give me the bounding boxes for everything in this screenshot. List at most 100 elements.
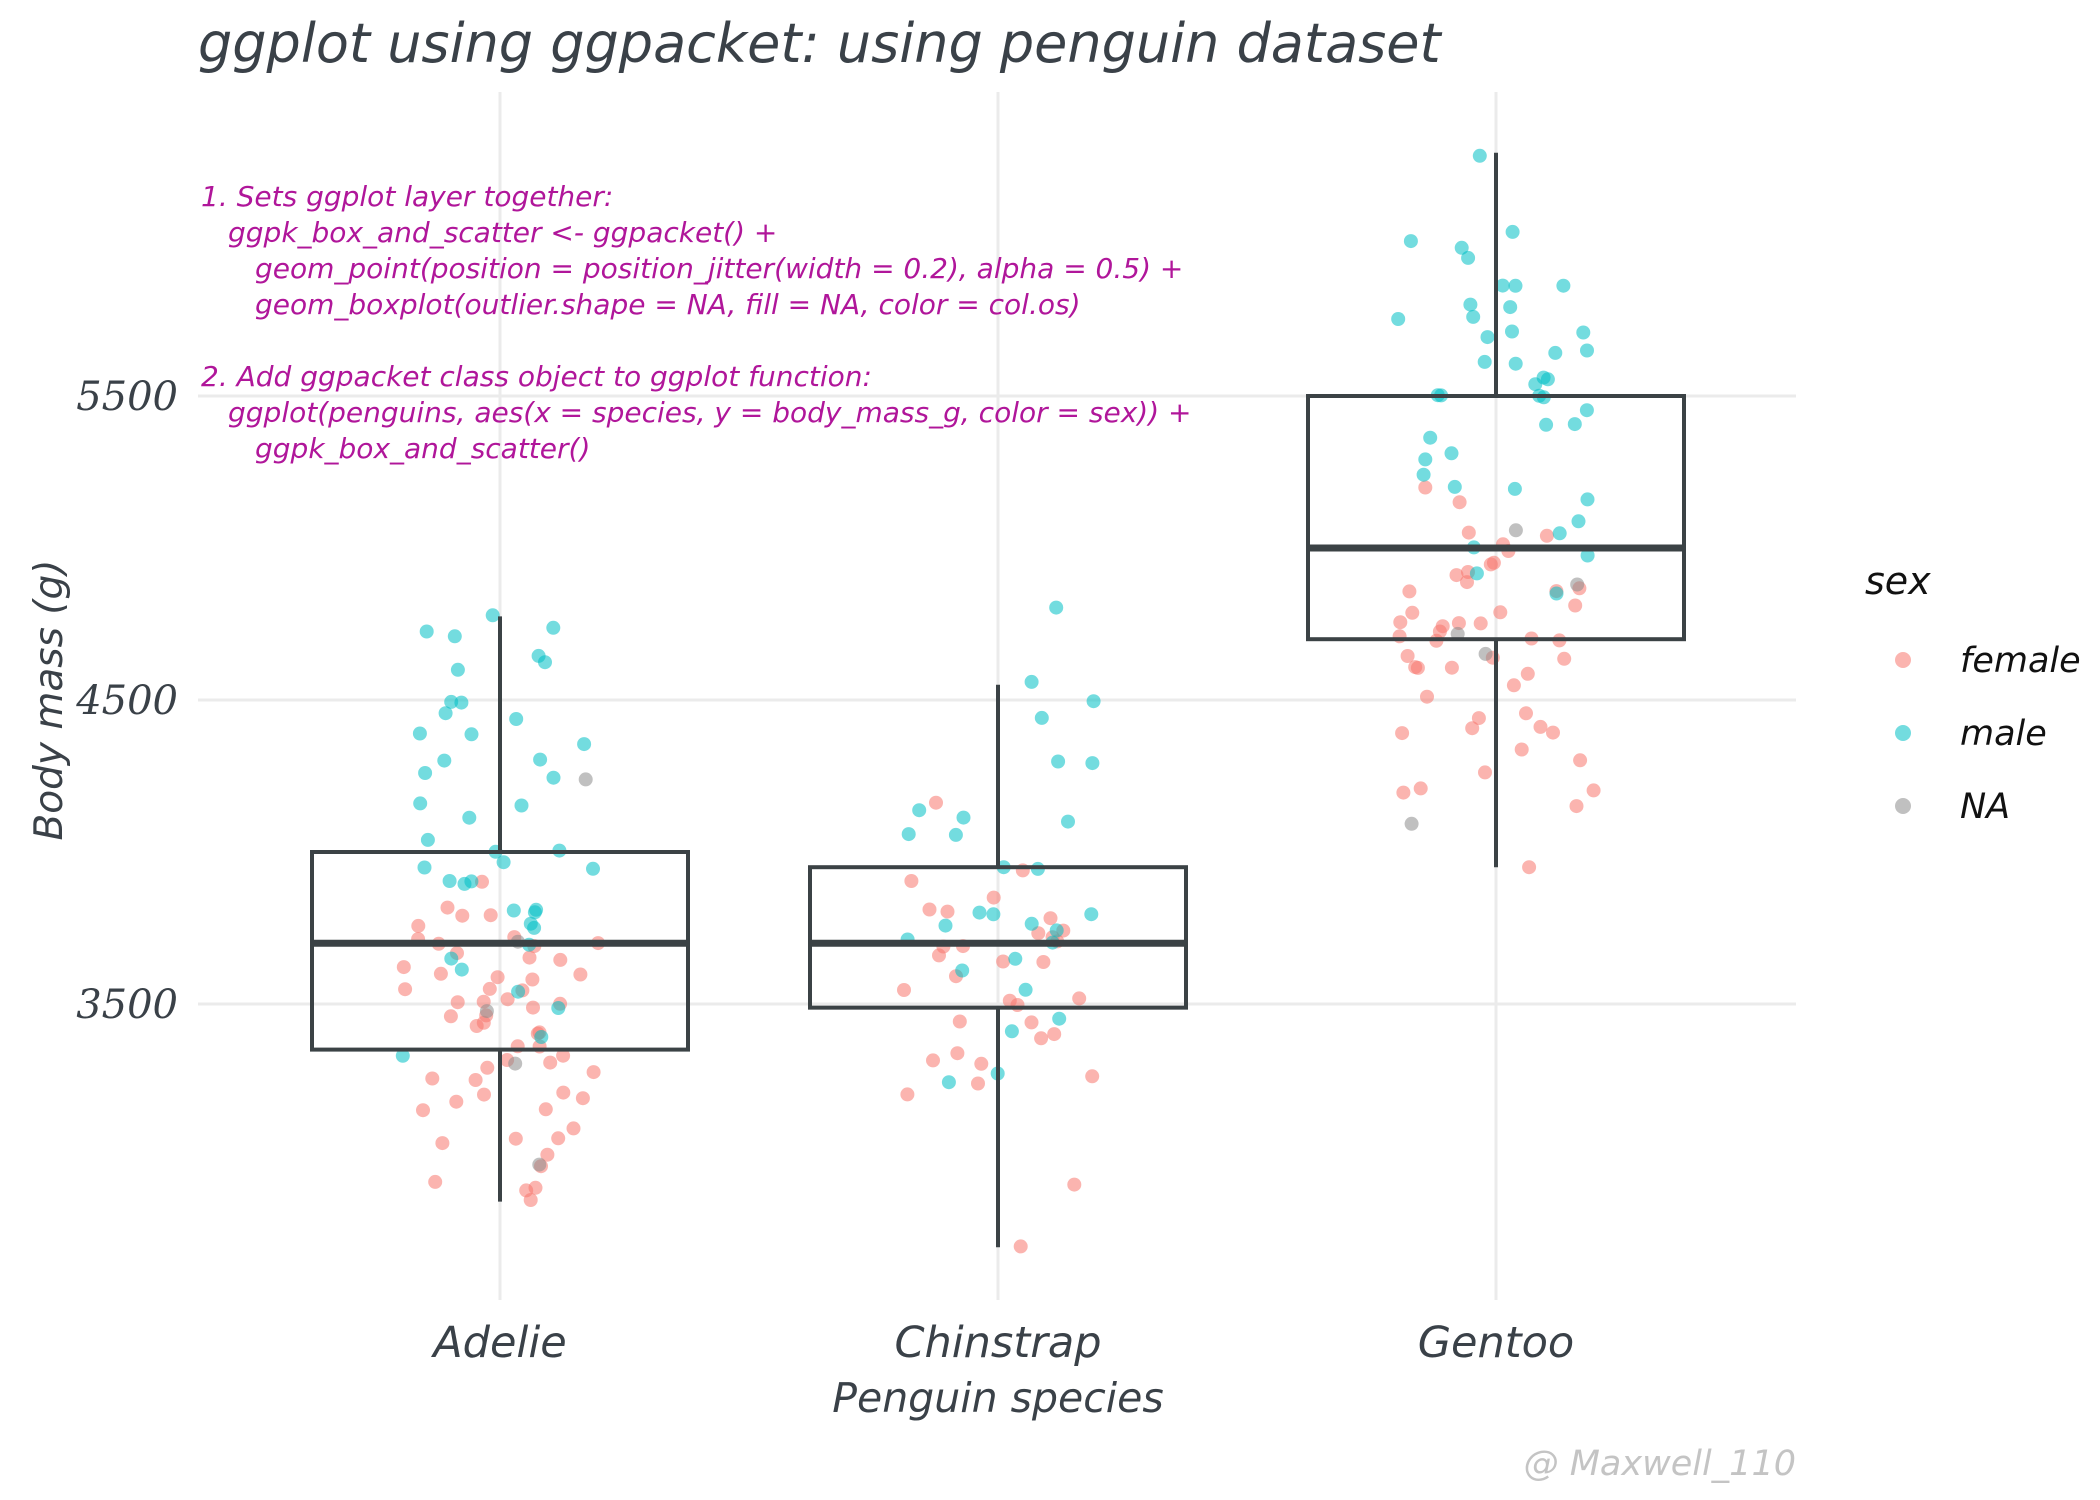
data-point-male (1539, 417, 1554, 432)
data-point-male (941, 1075, 956, 1090)
data-point-female (1396, 785, 1411, 800)
legend: sex female male NA (1865, 559, 2081, 827)
data-point-female (952, 1014, 967, 1029)
data-point-male (1505, 224, 1520, 239)
data-point-female (1449, 568, 1464, 583)
data-point-female (468, 1073, 483, 1087)
data-point-male (1416, 467, 1431, 482)
data-point-female (543, 1055, 558, 1070)
annotation-line: ggplot(penguins, aes(x = species, y = bo… (228, 396, 1191, 429)
data-point-male (1571, 514, 1586, 529)
data-point-male (420, 832, 435, 847)
annotation-line: ggpk_box_and_scatter <- ggpacket() + (228, 216, 777, 249)
data-point-female (573, 967, 588, 982)
boxplot-chinstrap (808, 684, 1188, 1248)
boxplot-gentoo (1306, 152, 1686, 868)
data-point-male (1508, 278, 1523, 293)
data-point-male (1034, 710, 1049, 725)
legend-label: male (1960, 714, 2047, 754)
data-point-male (1567, 417, 1582, 432)
boxplot-adelie (310, 616, 690, 1202)
data-point-female (1400, 649, 1415, 663)
data-point-female (480, 1060, 495, 1075)
data-point-male (586, 861, 600, 876)
data-point-male (901, 827, 916, 842)
data-point-female (1522, 860, 1537, 875)
data-point-male (1548, 345, 1563, 360)
data-point-female (522, 950, 537, 965)
data-point-male (972, 905, 987, 920)
data-point-male (1469, 566, 1484, 581)
box-iqr (1306, 394, 1686, 642)
x-axis-tick-labels: Adelie Chinstrap Gentoo (430, 1318, 1574, 1368)
data-point-male (551, 1001, 566, 1015)
data-point-male (1556, 278, 1571, 293)
data-point-male (437, 753, 452, 768)
data-point-female (490, 970, 505, 985)
y-axis-tick-labels: 3500 4500 5500 (75, 374, 178, 1028)
data-point-female (416, 1103, 430, 1118)
scatter-points (395, 148, 1601, 1254)
data-point-male (1576, 325, 1591, 340)
data-point-female (433, 966, 448, 981)
legend-label: female (1960, 641, 2081, 681)
data-point-male (948, 827, 963, 842)
data-point-male (546, 620, 561, 635)
data-point-female (1034, 1031, 1049, 1046)
data-point-female (566, 1121, 581, 1136)
data-point-male (1024, 916, 1039, 931)
data-point-male (462, 810, 477, 825)
data-point-female (556, 1048, 571, 1063)
data-point-female (475, 874, 489, 889)
data-point-male (1391, 312, 1406, 326)
data-point-female (1478, 765, 1492, 780)
data-point-female (1586, 783, 1601, 798)
data-point-male (413, 796, 428, 811)
data-point-male (1085, 756, 1100, 771)
data-point-female (996, 954, 1011, 969)
data-point-female (440, 900, 455, 915)
data-point-female (897, 983, 911, 997)
legend-item-male: male (1895, 714, 2047, 754)
data-point-male (1477, 354, 1492, 369)
legend-item-na: NA (1895, 787, 2010, 827)
data-point-male (1447, 479, 1462, 494)
data-point-male (1461, 250, 1476, 265)
code-annotation: 1. Sets ggplot layer together:ggpk_box_a… (201, 180, 1191, 465)
data-point-male (496, 855, 511, 870)
data-point-female (540, 1147, 555, 1162)
data-point-male (1580, 343, 1594, 358)
data-point-male (464, 874, 479, 889)
data-point-male (1086, 694, 1101, 709)
x-axis-title: Penguin species (832, 1374, 1163, 1422)
data-point-female (1072, 991, 1087, 1006)
data-point-male (1024, 674, 1039, 689)
data-point-female (1451, 616, 1466, 631)
data-point-NA (1508, 523, 1523, 538)
data-point-female (1067, 1177, 1082, 1192)
data-point-male (1008, 951, 1023, 966)
data-point-male (533, 752, 548, 767)
data-point-female (455, 908, 470, 923)
data-point-female (922, 902, 937, 917)
data-point-male (1495, 278, 1510, 293)
data-point-female (1573, 753, 1588, 768)
legend-label: NA (1960, 787, 2010, 827)
data-point-NA (578, 772, 593, 787)
data-point-female (526, 1000, 540, 1015)
data-point-female (950, 1046, 965, 1061)
data-point-female (553, 952, 568, 967)
box-iqr (310, 850, 690, 1052)
data-point-female (556, 1085, 571, 1100)
data-point-female (1435, 619, 1450, 634)
data-point-female (483, 908, 498, 923)
data-point-NA (1570, 577, 1585, 592)
data-point-female (971, 1076, 985, 1091)
data-point-female (1465, 721, 1480, 736)
boxplots (310, 152, 1686, 1248)
data-point-male (938, 918, 953, 933)
data-point-male (511, 984, 526, 999)
data-point-male (509, 712, 524, 726)
data-point-male (506, 903, 521, 918)
data-point-female (1461, 525, 1476, 540)
